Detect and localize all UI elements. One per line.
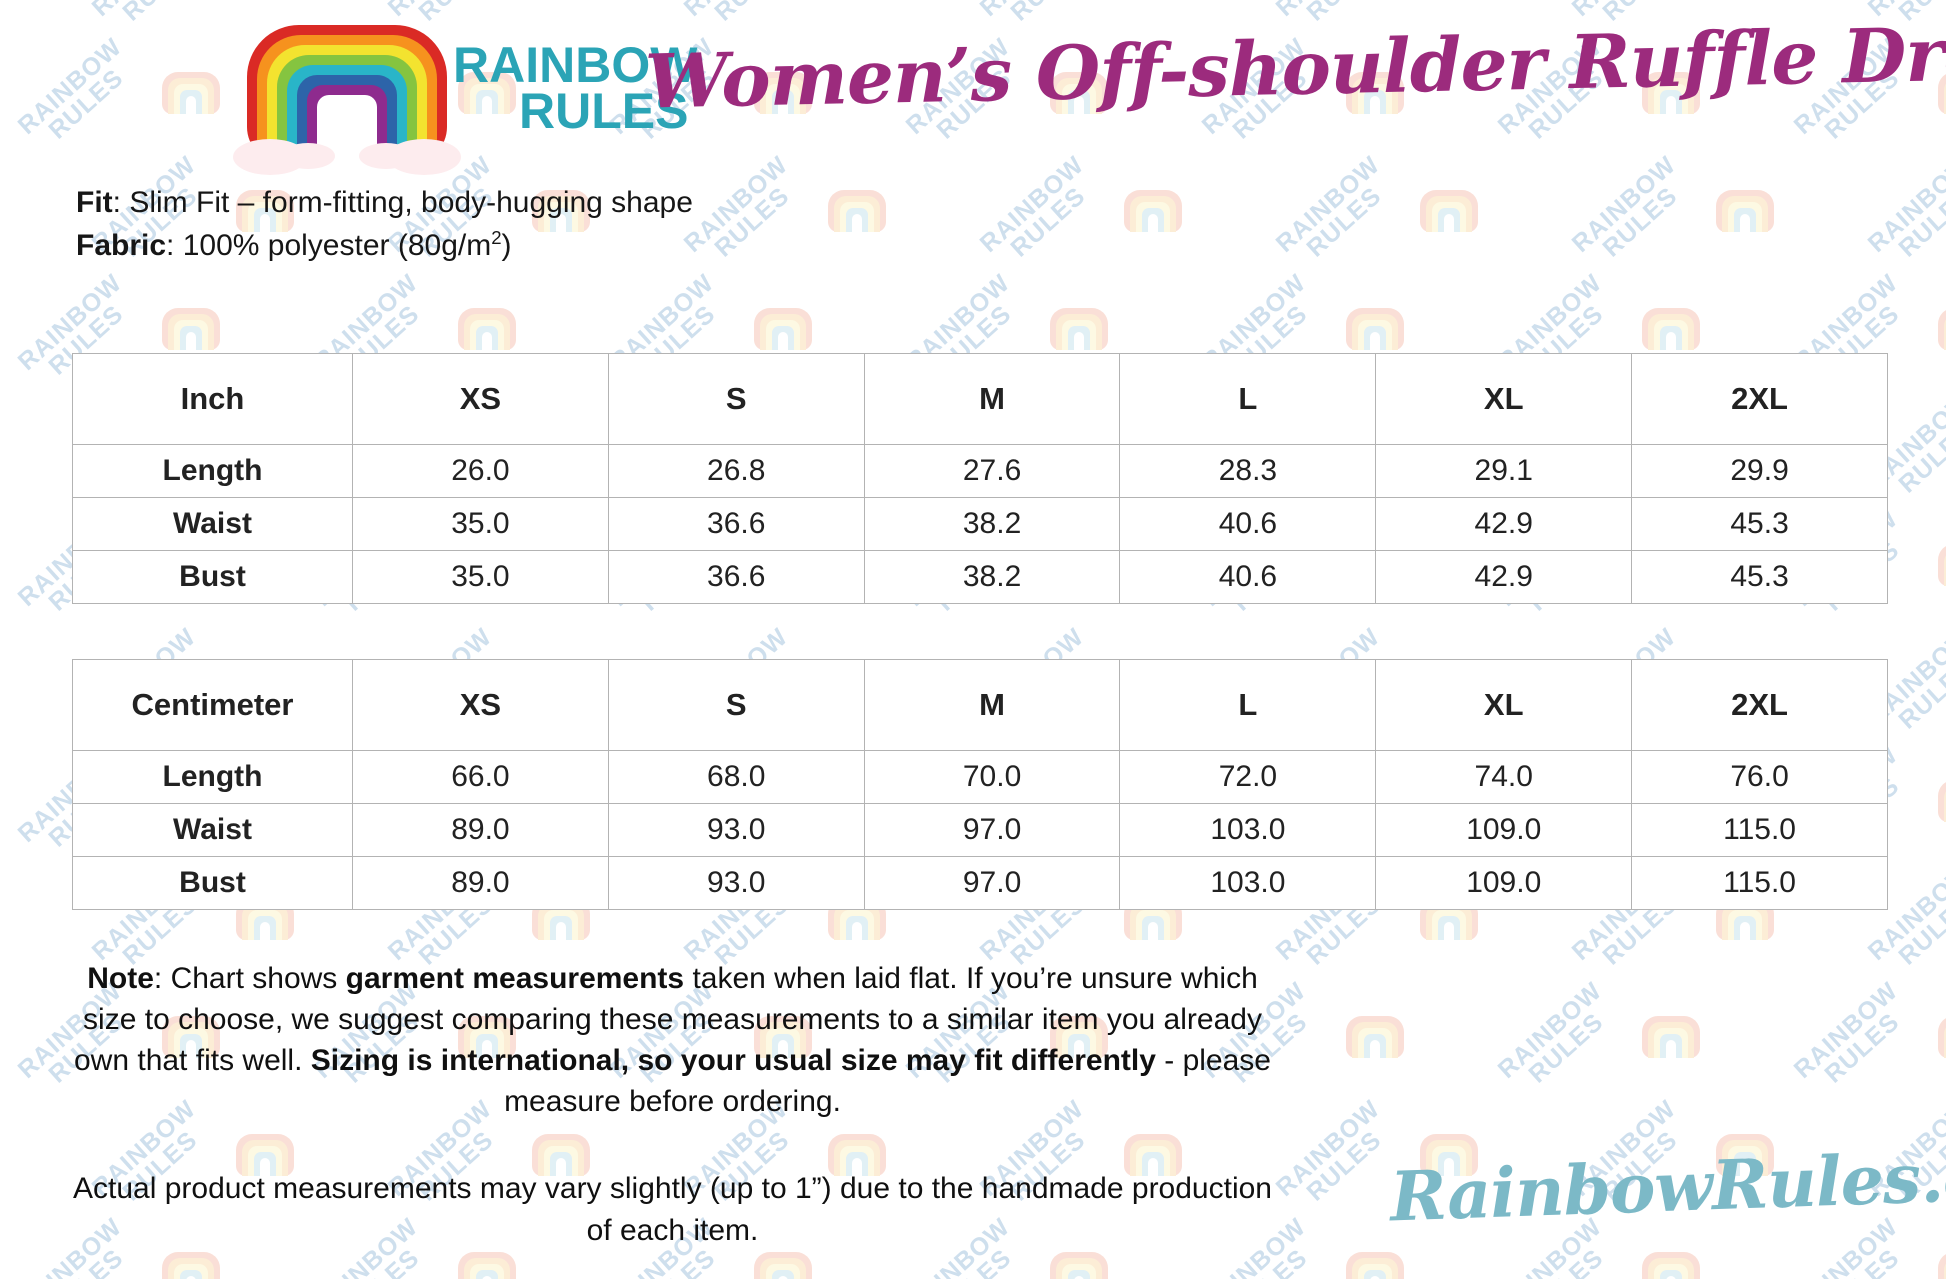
text-segment: : Slim Fit – form-fitting, body-hugging …: [112, 186, 693, 219]
row-label-cell: Waist: [72, 497, 353, 551]
measurement-cell: 72.0: [1119, 750, 1377, 804]
measurement-cell: 35.0: [352, 497, 609, 551]
measurement-cell: 45.3: [1631, 497, 1888, 551]
rainbow-rules-logo-icon: [233, 25, 461, 175]
measurement-cell: 40.6: [1119, 550, 1377, 604]
text-segment: Fit: [76, 186, 113, 219]
measurement-cell: 97.0: [863, 856, 1121, 910]
text-segment: : 100% polyester (80g/m: [166, 229, 492, 262]
measurement-cell: 38.2: [863, 497, 1121, 551]
size-column-header: L: [1119, 659, 1377, 751]
text-segment: garment measurements: [345, 962, 685, 995]
size-column-header: XL: [1375, 353, 1633, 445]
measurement-cell: 66.0: [352, 750, 609, 804]
brand-logo-text: RAINBOW RULES: [453, 40, 697, 136]
row-label-cell: Waist: [72, 803, 353, 857]
fabric-line: Fabric: 100% polyester (80g/m2): [76, 227, 693, 263]
cloud-icon: [281, 143, 335, 169]
header-row: Centimeter XS S M L XL 2XL: [72, 659, 1888, 751]
size-column-header: XS: [352, 659, 609, 751]
disclaimer-paragraph: Actual product measurements may vary sli…: [73, 1172, 1272, 1247]
measurement-row: Waist 35.0 36.6 38.2 40.6 42.9 45.3: [72, 497, 1888, 551]
size-column-header: M: [863, 659, 1121, 751]
cloud-icon: [359, 143, 413, 169]
measurement-cell: 115.0: [1631, 803, 1888, 857]
text-segment: ): [501, 229, 512, 262]
website-watermark: RainbowRules.com: [1388, 1132, 1946, 1238]
row-label-cell: Length: [72, 444, 353, 498]
header-row: Inch XS S M L XL 2XL: [72, 353, 1888, 445]
unit-header-cell: Centimeter: [72, 659, 353, 751]
size-column-header: M: [863, 353, 1121, 445]
text-segment: Fabric: [76, 229, 167, 262]
measurement-cell: 38.2: [863, 550, 1121, 604]
measurement-cell: 35.0: [352, 550, 609, 604]
size-column-header: 2XL: [1631, 353, 1888, 445]
measurement-cell: 115.0: [1631, 856, 1888, 910]
measurement-row: Length 26.0 26.8 27.6 28.3 29.1 29.9: [72, 444, 1888, 498]
measurement-cell: 40.6: [1119, 497, 1377, 551]
size-column-header: XS: [352, 353, 609, 445]
text-segment: - please measure before ordering.: [504, 1044, 1271, 1119]
measurement-row: Bust 35.0 36.6 38.2 40.6 42.9 45.3: [72, 550, 1888, 604]
measurement-cell: 28.3: [1119, 444, 1377, 498]
measurement-cell: 103.0: [1119, 856, 1377, 910]
measurement-cell: 68.0: [607, 750, 865, 804]
product-info: Fit: Slim Fit – form-fitting, body-huggi…: [76, 186, 693, 270]
measurement-cell: 45.3: [1631, 550, 1888, 604]
measurement-cell: 29.9: [1631, 444, 1888, 498]
measurement-cell: 89.0: [352, 856, 609, 910]
measurement-cell: 97.0: [863, 803, 1121, 857]
measurement-cell: 36.6: [607, 497, 865, 551]
measurement-cell: 42.9: [1375, 550, 1633, 604]
measurement-cell: 42.9: [1375, 497, 1633, 551]
measurement-cell: 27.6: [863, 444, 1121, 498]
measurement-cell: 109.0: [1375, 856, 1633, 910]
measurement-row: Waist 89.0 93.0 97.0 103.0 109.0 115.0: [72, 803, 1888, 857]
page-title: Women’s Off-shoulder Ruffle Dress: [644, 9, 1946, 126]
measurement-cell: 93.0: [607, 803, 865, 857]
measurement-cell: 103.0: [1119, 803, 1377, 857]
size-table-centimeter: Centimeter XS S M L XL 2XL Length 66.0 68.0 70.0 72…: [72, 659, 1888, 910]
text-segment: Sizing is international, so your usual s…: [310, 1044, 1156, 1078]
text-segment: : Chart shows: [153, 962, 346, 995]
measurement-cell: 76.0: [1631, 750, 1888, 804]
row-label-cell: Length: [72, 750, 353, 804]
measurement-cell: 70.0: [863, 750, 1121, 804]
measurement-cell: 26.8: [607, 444, 865, 498]
text-segment: 2: [491, 227, 502, 248]
row-label-cell: Bust: [72, 856, 353, 910]
unit-header-cell: Inch: [72, 353, 353, 445]
size-column-header: S: [607, 659, 865, 751]
size-table-inch: Inch XS S M L XL 2XL Length 26.0 26.8 27.6 28.3 29.1…: [72, 353, 1888, 604]
measurement-cell: 29.1: [1375, 444, 1633, 498]
size-column-header: XL: [1375, 659, 1633, 751]
measurement-cell: 89.0: [352, 803, 609, 857]
note-paragraph: Note: Chart shows garment measurements t…: [65, 958, 1280, 1122]
measurement-row: Length 66.0 68.0 70.0 72.0 74.0 76.0: [72, 750, 1888, 804]
row-label-cell: Bust: [72, 550, 353, 604]
text-segment: Note: [87, 962, 154, 995]
measurement-cell: 109.0: [1375, 803, 1633, 857]
measurement-cell: 74.0: [1375, 750, 1633, 804]
size-column-header: 2XL: [1631, 659, 1888, 751]
measurement-cell: 93.0: [607, 856, 865, 910]
measurement-row: Bust 89.0 93.0 97.0 103.0 109.0 115.0: [72, 856, 1888, 910]
fit-line: Fit: Slim Fit – form-fitting, body-huggi…: [76, 186, 693, 220]
size-column-header: S: [607, 353, 865, 445]
measurement-cell: 26.0: [352, 444, 609, 498]
measurement-cell: 36.6: [607, 550, 865, 604]
brand-name-line2: RULES: [519, 83, 689, 139]
size-column-header: L: [1119, 353, 1377, 445]
